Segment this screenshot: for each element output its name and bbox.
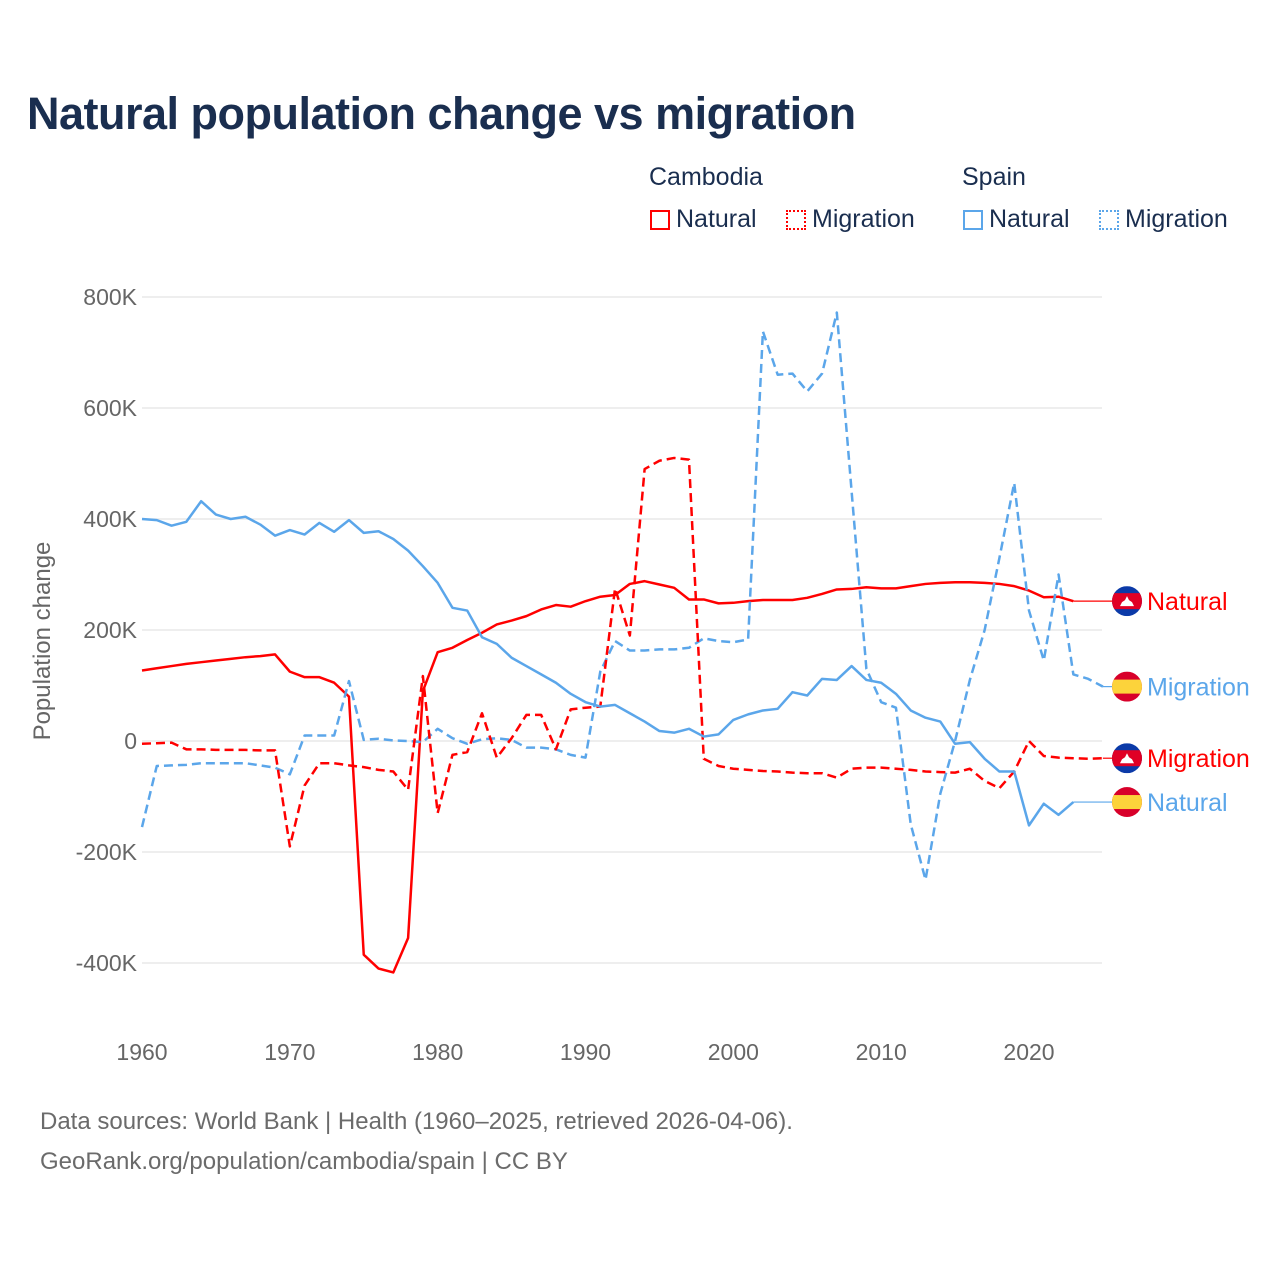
legend-label: Migration bbox=[1125, 205, 1228, 233]
solid-swatch-icon bbox=[650, 209, 670, 230]
y-tick-label: -400K bbox=[76, 950, 138, 976]
y-tick-label: 600K bbox=[83, 395, 137, 421]
legend-label: Natural bbox=[676, 205, 757, 233]
legend-spain-migration[interactable]: Migration bbox=[1099, 205, 1228, 234]
legend-group-cambodia: Cambodia bbox=[649, 163, 763, 191]
series-end-label: Natural bbox=[1147, 789, 1228, 817]
y-tick-label: -200K bbox=[76, 839, 138, 865]
x-tick-label: 2000 bbox=[708, 1039, 759, 1065]
y-tick-label: 0 bbox=[124, 728, 137, 754]
x-tick-label: 1990 bbox=[560, 1039, 611, 1065]
cambodia-flag-icon bbox=[1112, 586, 1142, 617]
legend-cambodia-natural[interactable]: Natural bbox=[650, 205, 757, 234]
series-line-cambodia-natural[interactable] bbox=[141, 579, 1074, 974]
y-axis-label: Population change bbox=[29, 542, 56, 741]
chart-title: Natural population change vs migration bbox=[27, 88, 856, 139]
series-line-spain-migration[interactable] bbox=[140, 311, 1104, 881]
series-end-label: Migration bbox=[1147, 674, 1250, 702]
dotted-swatch-icon bbox=[1099, 209, 1119, 230]
x-tick-label: 1960 bbox=[116, 1039, 167, 1065]
x-tick-label: 2010 bbox=[856, 1039, 907, 1065]
series-line-cambodia-migration[interactable] bbox=[141, 456, 1103, 848]
footer-sources: Data sources: World Bank | Health (1960–… bbox=[40, 1108, 793, 1135]
legend-label: Natural bbox=[989, 205, 1070, 233]
x-tick-label: 1970 bbox=[264, 1039, 315, 1065]
series-line-spain-natural[interactable] bbox=[141, 499, 1075, 827]
legend-group-spain: Spain bbox=[962, 163, 1026, 191]
y-tick-label: 400K bbox=[83, 506, 137, 532]
y-tick-label: 200K bbox=[83, 617, 137, 643]
solid-swatch-icon bbox=[963, 209, 983, 230]
legend-spain-natural[interactable]: Natural bbox=[963, 205, 1070, 234]
legend-label: Migration bbox=[812, 205, 915, 233]
x-tick-label: 2020 bbox=[1003, 1039, 1054, 1065]
spain-flag-icon bbox=[1112, 671, 1142, 702]
x-tick-label: 1980 bbox=[412, 1039, 463, 1065]
series-end-label: Migration bbox=[1147, 745, 1250, 773]
y-tick-label: 800K bbox=[83, 284, 137, 310]
spain-flag-icon bbox=[1112, 787, 1142, 818]
footer-link[interactable]: GeoRank.org/population/cambodia/spain | … bbox=[40, 1148, 568, 1175]
legend-cambodia-migration[interactable]: Migration bbox=[786, 205, 915, 234]
cambodia-flag-icon bbox=[1112, 743, 1142, 774]
dotted-swatch-icon bbox=[786, 209, 806, 230]
series-end-label: Natural bbox=[1147, 588, 1228, 616]
